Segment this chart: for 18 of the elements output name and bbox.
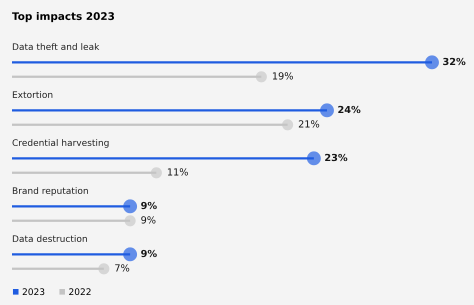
chart-title: Top impacts 2023 bbox=[12, 12, 114, 22]
y-tick-label: Data destruction bbox=[12, 235, 87, 242]
data-label: 19% bbox=[272, 72, 293, 80]
data-label: 7% bbox=[115, 264, 130, 272]
y-tick-label: Credential harvesting bbox=[12, 139, 109, 148]
data-label: 32% bbox=[443, 58, 466, 66]
data-label: 9% bbox=[141, 250, 157, 258]
legend-label: 2022 bbox=[69, 288, 91, 296]
y-tick-label: Extortion bbox=[12, 91, 52, 98]
data-label: 24% bbox=[338, 106, 360, 114]
data-label: 11% bbox=[168, 168, 188, 176]
data-label: 9% bbox=[141, 202, 157, 210]
data-label: 9% bbox=[141, 216, 156, 224]
y-tick-label: Data theft and leak bbox=[12, 43, 100, 50]
legend-label: 2023 bbox=[22, 288, 44, 296]
data-label: 23% bbox=[325, 154, 348, 162]
y-tick-label: Brand reputation bbox=[12, 187, 88, 196]
data-label: 21% bbox=[298, 120, 320, 128]
